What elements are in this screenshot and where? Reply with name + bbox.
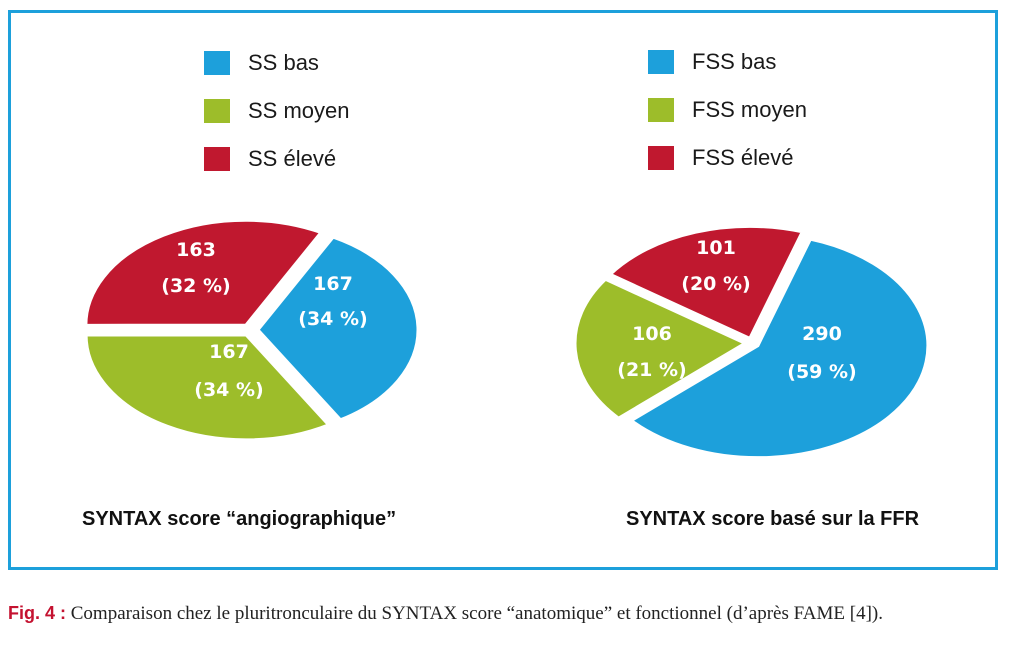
legend-label: FSS moyen: [692, 97, 807, 122]
legend-label: SS bas: [248, 50, 319, 75]
legend-swatch: [204, 51, 230, 75]
slice-value-label: 167: [313, 273, 353, 295]
slice-value-label: 290: [802, 323, 842, 345]
legend-swatch: [648, 98, 674, 122]
legend-item-fss-bas: FSS bas: [648, 49, 776, 75]
legend-item-ss-bas: SS bas: [204, 50, 319, 76]
legend-label: FSS bas: [692, 49, 777, 74]
slice-percent-label: (32 %): [161, 275, 230, 297]
slice-value-label: 167: [209, 341, 249, 363]
pie-slice-1-0: [628, 237, 930, 460]
slice-value-label: 106: [632, 323, 672, 345]
caption-text: Comparaison chez le pluritronculaire du …: [70, 603, 883, 624]
figure-caption: Fig. 4 : Comparaison chez le pluritroncu…: [8, 600, 1006, 627]
pie-slice-0-1: [84, 333, 332, 442]
slice-percent-label: (21 %): [617, 359, 686, 381]
slice-value-label: 101: [696, 237, 736, 259]
slice-percent-label: (20 %): [681, 273, 750, 295]
legend-label: SS élevé: [248, 146, 337, 171]
legend-label: FSS élevé: [692, 145, 794, 170]
slice-value-label: 163: [176, 239, 216, 261]
slice-percent-label: (59 %): [787, 361, 856, 383]
legend-swatch: [648, 50, 674, 74]
legend-swatch: [204, 147, 230, 171]
slice-percent-label: (34 %): [194, 379, 263, 401]
pie-slice-0-0: [256, 235, 420, 422]
legend-item-fss-moyen: FSS moyen: [648, 97, 807, 123]
legend-swatch: [648, 146, 674, 170]
legend-item-fss-eleve: FSS élevé: [648, 145, 794, 171]
pie-slice-1-1: [573, 277, 749, 420]
figure-label: Fig. 4 :: [8, 603, 66, 623]
chart-title-left: SYNTAX score “angiographique”: [82, 508, 397, 530]
slice-percent-label: (34 %): [298, 308, 367, 330]
legend-item-ss-moyen: SS moyen: [204, 98, 350, 124]
legend-label: SS moyen: [248, 98, 350, 123]
pie-charts: 167 (34 %) 167 (34 %) 163 (32 %) 290 (59 %) 106 (…: [84, 218, 930, 460]
pie-slice-0-2: [84, 218, 324, 327]
legend-swatch: [204, 99, 230, 123]
legend-item-ss-eleve: SS élevé: [204, 146, 336, 172]
pie-slice-1-2: [607, 224, 805, 341]
chart-title-right: SYNTAX score basé sur la FFR: [626, 508, 920, 530]
